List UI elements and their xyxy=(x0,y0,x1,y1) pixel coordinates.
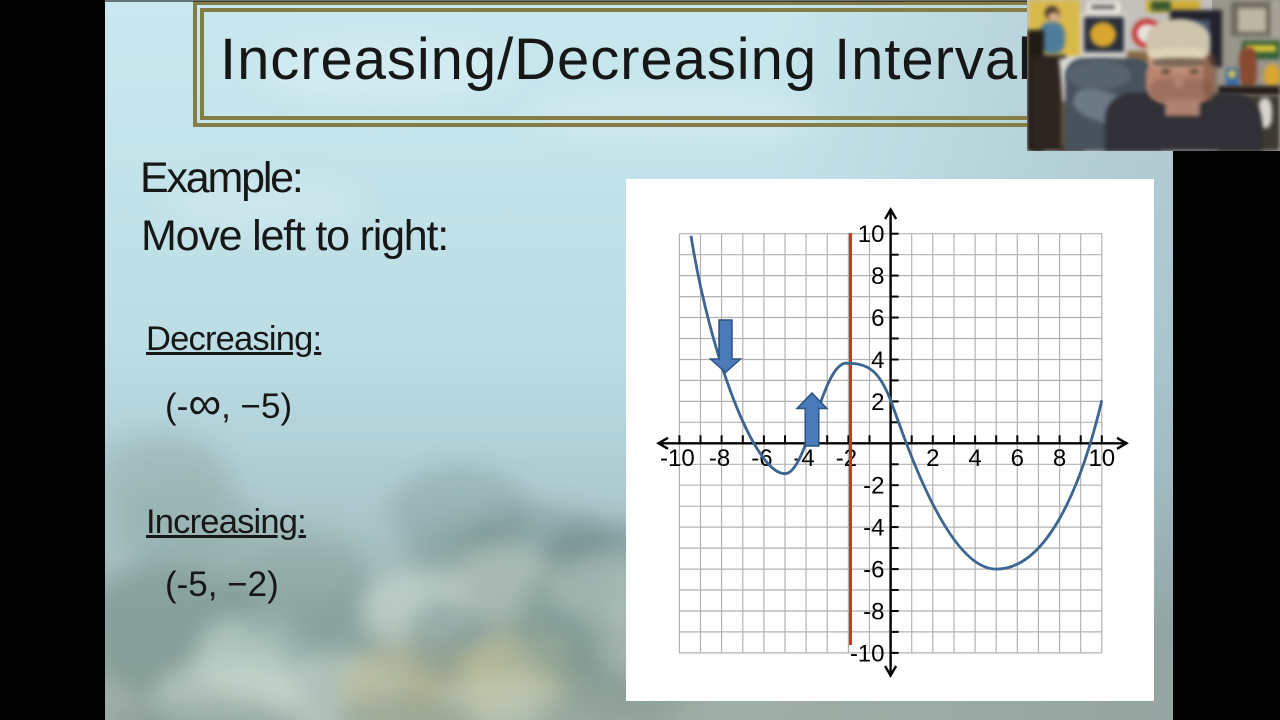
svg-text:-10: -10 xyxy=(850,640,885,667)
svg-text:8: 8 xyxy=(871,263,884,290)
svg-text:-2: -2 xyxy=(863,473,884,500)
svg-text:10: 10 xyxy=(1088,445,1115,472)
svg-text:-4: -4 xyxy=(793,445,814,472)
svg-text:8: 8 xyxy=(1053,445,1066,472)
svg-text:-4: -4 xyxy=(863,515,884,542)
svg-text:-10: -10 xyxy=(660,445,695,472)
svg-text:-8: -8 xyxy=(863,599,884,626)
svg-text:4: 4 xyxy=(968,445,981,472)
svg-text:-6: -6 xyxy=(863,557,884,584)
svg-text:-6: -6 xyxy=(751,445,772,472)
svg-text:2: 2 xyxy=(926,445,939,472)
svg-text:6: 6 xyxy=(871,305,884,332)
svg-text:2: 2 xyxy=(871,389,884,416)
svg-text:-2: -2 xyxy=(836,445,857,472)
svg-text:6: 6 xyxy=(1011,445,1024,472)
svg-text:-8: -8 xyxy=(709,445,730,472)
svg-text:4: 4 xyxy=(871,347,884,374)
svg-text:10: 10 xyxy=(858,221,885,248)
